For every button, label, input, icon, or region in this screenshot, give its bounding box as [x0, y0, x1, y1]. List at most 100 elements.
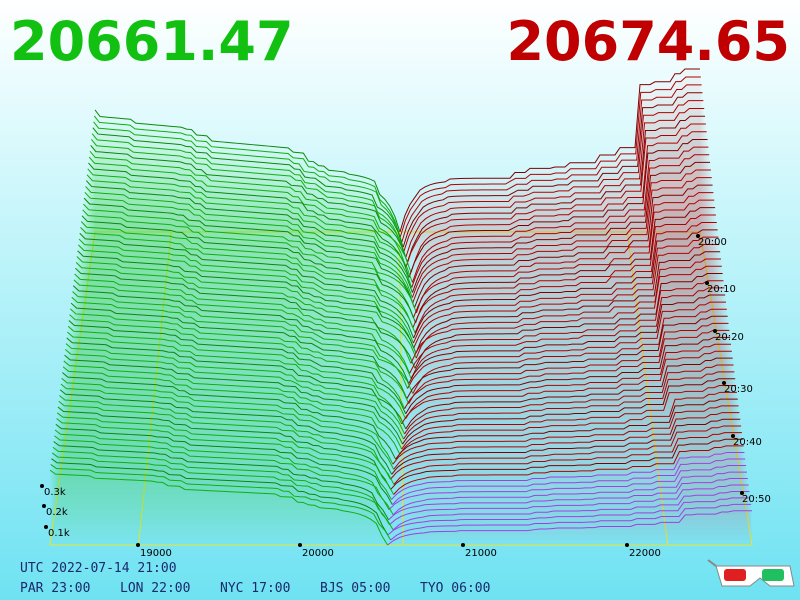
bid-curve [54, 435, 394, 515]
ask-curve [390, 425, 742, 480]
ask-curve [403, 100, 704, 253]
bid-curve [61, 377, 394, 465]
ask-curve [410, 265, 722, 364]
ask-curve [413, 243, 720, 349]
ask-curve [387, 497, 751, 536]
ask-curve [415, 192, 714, 313]
ask-curve [406, 115, 706, 263]
price-label: 19000 [140, 548, 172, 559]
bid-curve [56, 412, 395, 495]
depth-label: 0.2k [46, 507, 68, 518]
ask-curve [401, 350, 732, 425]
bid-curve [88, 162, 410, 278]
bid-curve [93, 121, 403, 243]
bid-curve [67, 331, 403, 425]
ask-curve [393, 432, 742, 485]
bid-curve [93, 115, 401, 238]
ask-curve [413, 184, 713, 308]
ask-curve [392, 458, 746, 505]
ask-curve [401, 84, 702, 243]
ask-curve [405, 123, 706, 268]
time-tick [713, 329, 717, 333]
bid-curve [57, 406, 392, 490]
clock-label: BJS 05:00 [320, 581, 390, 596]
ask-curve [408, 294, 726, 384]
ask-curve [405, 343, 732, 420]
time-label: 20:40 [733, 437, 762, 448]
bid-curve [80, 227, 416, 334]
bid-curve [50, 464, 392, 541]
ask-curve [415, 207, 716, 324]
utc-time: UTC 2022-07-14 21:00 [20, 561, 177, 576]
bid-curve [71, 296, 414, 394]
price-tick [461, 543, 465, 547]
time-label: 20:30 [724, 384, 753, 395]
ask-curve [406, 315, 728, 399]
bid-curve [68, 320, 407, 414]
bid-curve [59, 389, 393, 475]
time-tick [722, 381, 726, 385]
bid-curve [51, 452, 394, 531]
ask-curve [412, 236, 719, 344]
ask-curve [399, 68, 700, 233]
ask-curve [402, 378, 736, 445]
ask-curve [390, 438, 743, 490]
ask-curve [404, 329, 730, 409]
time-tick [696, 234, 700, 238]
bid-curve [90, 139, 407, 258]
ask-curve [411, 161, 711, 293]
price-label: 22000 [629, 548, 661, 559]
bid-curve [70, 302, 408, 399]
time-label: 20:00 [698, 237, 727, 248]
ask-curve [392, 490, 750, 531]
ask-curve [405, 336, 731, 415]
bid-curve [69, 314, 406, 409]
bid-curve [55, 423, 393, 505]
ask-curve [412, 199, 715, 319]
bid-curve [85, 186, 413, 298]
bid-curve [92, 127, 404, 248]
bid-curve [58, 400, 395, 485]
bid-curve [54, 429, 390, 510]
ask-curve [387, 510, 752, 546]
bid-curve [85, 180, 413, 293]
bid-curve [65, 343, 405, 435]
ask-curve [409, 280, 724, 374]
bid-curve [81, 215, 417, 324]
clock-label: LON 22:00 [120, 581, 190, 596]
ask-curve [388, 478, 748, 521]
bid-curve [88, 156, 412, 273]
ask-curve [412, 214, 716, 329]
time-label: 20:20 [715, 332, 744, 343]
bid-curve [90, 145, 408, 263]
price-label: 20000 [302, 548, 334, 559]
bid-curve [66, 337, 407, 430]
clock-label: TYO 06:00 [420, 581, 490, 596]
price-label: 21000 [465, 548, 497, 559]
bid-curve [75, 267, 416, 369]
ask-curve [389, 484, 749, 526]
bid-curve [62, 366, 401, 455]
bid-curve [73, 279, 412, 379]
clock-label: PAR 23:00 [20, 581, 90, 596]
bid-curve [91, 133, 405, 253]
time-tick [740, 491, 744, 495]
bid-curve [69, 308, 410, 404]
ask-curve [413, 229, 718, 339]
ask-curve [401, 385, 737, 450]
bid-curve [83, 197, 415, 308]
ask-curve [403, 371, 735, 440]
price-tick [136, 543, 140, 547]
bid-curve [56, 418, 392, 500]
bid-curve [67, 325, 407, 420]
bid-curve [76, 256, 417, 359]
bid-curve [49, 469, 388, 546]
axis-labels: 19000 20000 21000 22000 0.3k 0.2k 0.1k 20:00 20:… [20, 234, 771, 596]
ask-curve [392, 405, 739, 465]
bid-curve [64, 354, 403, 445]
ask-curve [408, 138, 708, 278]
ask-curve [390, 503, 752, 541]
bid-curve [82, 209, 414, 319]
time-label: 20:50 [742, 494, 771, 505]
